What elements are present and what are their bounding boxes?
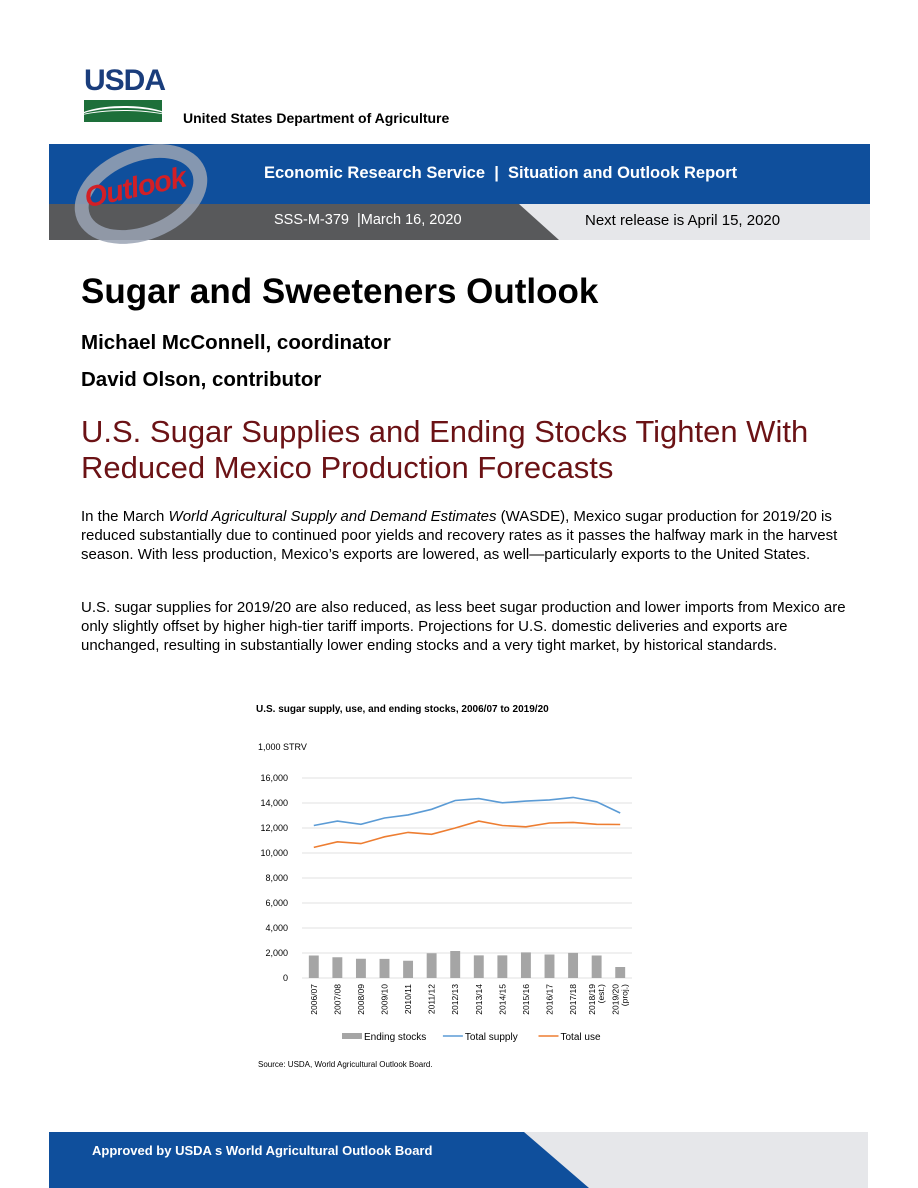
y-tick-label: 6,000	[265, 898, 288, 908]
usda-logo: USDA	[84, 64, 166, 124]
x-tick-label: 2016/17	[545, 984, 555, 1015]
bar-ending-stocks	[615, 967, 626, 978]
bar-ending-stocks	[355, 958, 366, 978]
bar-ending-stocks	[568, 952, 579, 978]
usda-logo-field	[84, 100, 162, 122]
paragraph-1: In the March World Agricultural Supply a…	[81, 507, 846, 564]
banner-title: Economic Research Service | Situation an…	[264, 164, 738, 182]
next-release: Next release is April 15, 2020	[585, 212, 781, 229]
line-total-supply	[313, 796, 621, 827]
bar-ending-stocks	[544, 954, 555, 978]
legend-label: Total use	[561, 1032, 601, 1043]
bar-ending-stocks	[497, 955, 508, 978]
bar-ending-stocks	[591, 955, 602, 978]
department-name: United States Department of Agriculture	[183, 110, 450, 126]
y-tick-label: 14,000	[260, 798, 288, 808]
contributor: David Olson, contributor	[81, 368, 322, 391]
paragraph-1-prefix: In the March	[81, 508, 169, 525]
x-tick-label: 2011/12	[427, 984, 437, 1014]
legend-label: Ending stocks	[364, 1032, 426, 1043]
bar-ending-stocks	[473, 955, 484, 978]
coordinator: Michael McConnell, coordinator	[81, 331, 391, 354]
x-tick-label: 2010/11	[403, 984, 413, 1014]
banner-top	[49, 144, 870, 204]
y-tick-label: 8,000	[265, 873, 288, 883]
footer-blue-block	[49, 1132, 589, 1188]
bar-ending-stocks	[332, 957, 343, 978]
chart-y-unit: 1,000 STRV	[258, 742, 307, 752]
paragraph-2: U.S. sugar supplies for 2019/20 are also…	[81, 599, 846, 654]
paragraph-1-suffix: (WASDE), Mexico sugar production for 201…	[81, 508, 838, 563]
headline: U.S. Sugar Supplies and Ending Stocks Ti…	[81, 414, 809, 485]
paragraph-1-publication: World Agricultural Supply and Demand Est…	[168, 508, 497, 525]
y-tick-label: 12,000	[260, 823, 288, 833]
usda-logo-text: USDA	[84, 64, 166, 97]
bar-ending-stocks	[426, 953, 437, 978]
y-tick-label: 2,000	[265, 948, 288, 958]
y-tick-label: 0	[283, 973, 288, 983]
bar-ending-stocks	[403, 960, 414, 978]
bar-ending-stocks	[379, 958, 390, 978]
legend-label: Total supply	[465, 1032, 518, 1043]
x-tick-label: 2012/13	[450, 984, 460, 1015]
report-id: SSS-M-379 |March 16, 2020	[274, 212, 462, 228]
line-total-use	[313, 820, 621, 849]
legend-swatch-ending-stocks	[342, 1033, 362, 1039]
chart-source: Source: USDA, World Agricultural Outlook…	[258, 1060, 433, 1069]
x-tick-label: 2008/09	[356, 984, 366, 1015]
chart-title: U.S. sugar supply, use, and ending stock…	[256, 704, 549, 715]
x-tick-label: 2007/08	[332, 984, 342, 1015]
bar-ending-stocks	[308, 955, 319, 978]
y-tick-label: 4,000	[265, 923, 288, 933]
x-tick-label: 2019/20(proj.)	[611, 984, 630, 1015]
x-tick-label: 2017/18	[568, 984, 578, 1015]
x-tick-label: 2018/19(est.)	[587, 984, 606, 1015]
banner-date-strip	[49, 204, 559, 240]
x-tick-label: 2009/10	[380, 984, 390, 1015]
y-tick-label: 10,000	[260, 848, 288, 858]
footer-approval: Approved by USDA s World Agricultural Ou…	[92, 1143, 433, 1158]
x-tick-label: 2013/14	[474, 984, 484, 1015]
x-tick-label: 2006/07	[309, 984, 319, 1015]
x-tick-label: 2014/15	[497, 984, 507, 1015]
y-tick-label: 16,000	[260, 773, 288, 783]
supply-use-chart: 0 2,000 4,000 6,000 8,000 10,000 12,000 14,000 1…	[260, 773, 632, 1043]
x-tick-label: 2015/16	[521, 984, 531, 1015]
report-title: Sugar and Sweeteners Outlook	[81, 272, 599, 311]
bar-ending-stocks	[450, 951, 461, 978]
bar-ending-stocks	[520, 952, 531, 978]
